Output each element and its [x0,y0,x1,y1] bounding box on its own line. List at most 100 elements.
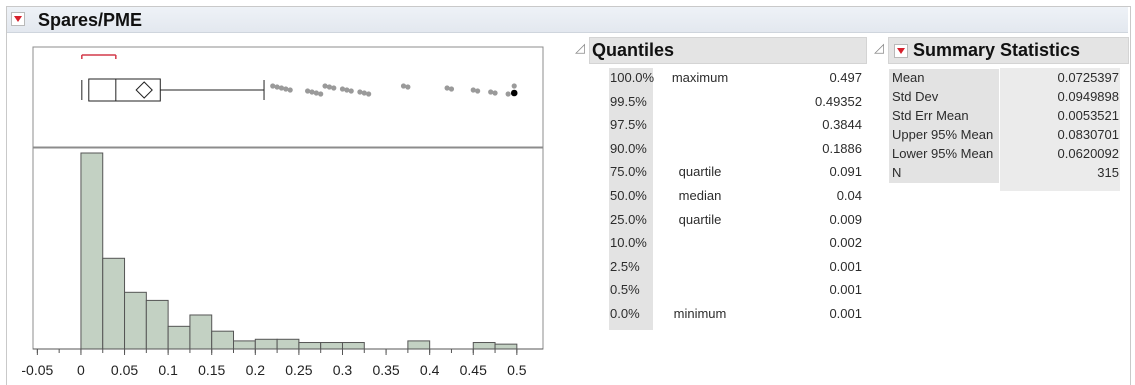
histogram-bar [80,152,104,350]
x-tick-label: 0.45 [460,362,487,378]
summary-label-cell [889,107,999,126]
quantile-percent: 75.0% [610,164,647,180]
disclosure-triangle-icon[interactable]: ◿ [575,40,585,55]
outlier-point [305,88,311,94]
outlier-point [318,91,324,97]
x-tick-label: 0.2 [246,362,266,378]
outlier-point [313,90,319,96]
quantile-value: 0.091 [829,164,862,180]
red-triangle-menu-icon[interactable] [894,44,908,58]
quantiles-header[interactable]: Quantiles [589,37,867,64]
outlier-point [278,85,285,91]
quantile-percent: 25.0% [610,211,647,227]
histogram-bar [211,330,235,350]
quantile-percent: 0.0% [610,306,640,321]
x-tick-label: 0.3 [333,362,353,378]
quantile-value: 0.002 [829,235,862,251]
x-tick-label: 0.15 [198,362,225,378]
summary-label: Mean [892,70,925,85]
histogram-bar [341,342,365,350]
mean-diamond [135,81,153,99]
histogram [32,147,544,350]
outlier-point [322,83,328,89]
histogram-bar [124,291,147,350]
quantile-label: quartile [678,211,722,227]
outlier-point [488,89,494,95]
x-tick-label: 0.25 [285,362,312,378]
quantile-percent: 99.5% [610,93,647,109]
histogram-bar [145,299,169,350]
x-tick-label: -0.05 [21,362,53,378]
histogram-bar [276,338,300,350]
quantile-percent: 50.0% [610,188,647,203]
distribution-plot: -0.05 0 0.05 0.1 0.15 0.2 0.25 0.3 0.35 0.4 0.45 0.… [21,46,544,378]
outlier-point [287,87,293,93]
interquartile-box [88,78,161,102]
quantile-value: 0.04 [836,188,862,203]
outlier-point [470,87,476,93]
x-tick-label: 0.5 [507,362,527,378]
quantile-percent: 90.0% [610,140,647,156]
histogram-bar [298,342,322,350]
x-tick-label: 0.05 [111,362,138,378]
quantile-value: 0.001 [829,258,862,274]
outlier-point [366,91,372,97]
outlier-point [270,83,276,89]
summary-value: 0.0949898 [1057,89,1119,104]
selected-outlier-point [510,89,518,97]
quantile-value: 0.009 [829,211,862,227]
summary-value: 0.0053521 [1057,108,1119,123]
outlier-point [309,89,315,95]
summary-label-cell [889,145,999,164]
quantile-label: minimum [673,306,727,321]
summary-label-cell [889,164,999,183]
quantile-value: 0.1886 [822,140,862,156]
quantile-value: 0.497 [829,70,862,85]
boxplot-frame [32,46,544,148]
histogram-bar [494,343,518,350]
outlier-point [448,86,455,92]
summary-statistics-header[interactable]: Summary Statistics [888,37,1129,64]
quantile-percent: 100.0% [610,70,655,85]
summary-label-cell [889,88,999,107]
x-tick-label: 0.1 [158,362,178,378]
outlier-point [405,84,411,90]
summary-label: Std Dev [892,89,939,104]
histogram-bar [472,342,496,350]
quantile-label: quartile [678,164,722,180]
quantile-percent: 2.5% [610,258,640,274]
outlier-point [274,84,280,90]
quantile-percent: 97.5% [610,117,647,133]
red-triangle-menu-icon[interactable] [11,12,25,26]
report-frame [6,6,1131,385]
outlier-point [348,88,354,94]
outlier-point [505,91,511,97]
quantile-value: 0.49352 [815,93,862,109]
histogram-bar [407,340,431,350]
summary-label: Lower 95% Mean [892,146,994,161]
report-title-bar[interactable]: Spares/PME [7,7,1128,33]
quantile-percent: 0.5% [610,282,640,298]
summary-label: Std Err Mean [892,108,969,123]
outlier-point [400,83,407,89]
outlier-point [344,87,350,93]
histogram-bar [102,257,126,350]
outlier-point [331,85,337,91]
histogram-bar [254,338,278,350]
summary-label-cell [889,69,999,88]
outlier-point [283,86,289,92]
quantiles-title: Quantiles [592,40,675,60]
summary-label-cell [889,126,999,145]
disclosure-triangle-icon[interactable]: ◿ [874,40,884,55]
outlier-point [339,86,346,92]
summary-label: Upper 95% Mean [892,127,994,142]
x-tick-label: 0 [77,362,85,378]
quantile-label: median [678,188,722,203]
summary-value: 315 [1097,165,1119,180]
summary-value: 0.0725397 [1057,70,1119,85]
histogram-bar [233,340,256,350]
quantile-value: 0.3844 [822,117,862,133]
report-title: Spares/PME [38,10,143,30]
summary-value: 0.0830701 [1057,127,1119,142]
outlier-point [361,90,367,96]
